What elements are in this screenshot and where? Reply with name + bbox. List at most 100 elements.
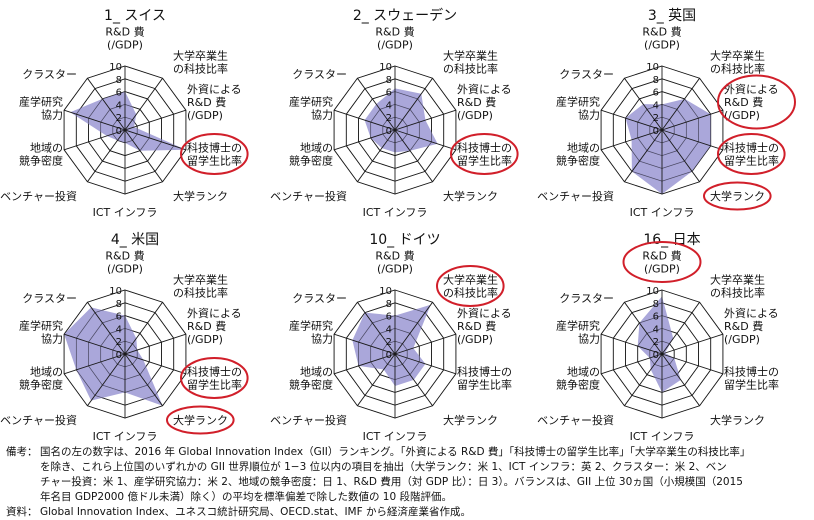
axis-spoke — [600, 129, 663, 151]
axis-spoke — [394, 129, 433, 183]
tick-label: 8 — [653, 299, 659, 310]
axis-label: 産学研究協力 — [19, 319, 63, 346]
axis-spoke — [600, 353, 663, 375]
grid-ring-overlay — [649, 116, 675, 144]
chart-title: 16_ 日本 — [643, 232, 700, 248]
axis-label: ベンチャー投資 — [0, 189, 77, 203]
axis-label: 産学研究協力 — [19, 95, 63, 122]
tick-label: 6 — [653, 312, 659, 323]
axis-spoke — [394, 353, 457, 375]
axis-label: 外資による R&D 費(/GDP) — [457, 307, 512, 346]
axis-label: 産学研究協力 — [556, 319, 600, 346]
shiryo-note: 資料： Global Innovation Index、ユネスコ統計研究局、OE… — [6, 505, 810, 520]
axis-spoke — [357, 301, 396, 355]
grid-ring-overlay — [345, 78, 445, 182]
axis-spoke — [661, 109, 724, 131]
axis-label: R&D 費(/GDP) — [375, 249, 414, 276]
axis-label: R&D 費(/GDP) — [105, 249, 144, 276]
chart-title: 4_ 米国 — [111, 232, 159, 248]
axis-label: クラスター — [292, 292, 347, 305]
axis-label: R&D 費(/GDP) — [375, 25, 414, 52]
axis-label: 大学ランク — [710, 413, 765, 427]
grid-ring-overlay — [600, 289, 724, 419]
axis-spoke — [394, 333, 457, 355]
radar-chart: 2_ スウェーデン 0 2 46 8 10 R&D 費(/GDP) 大学卒業生の科技比率外資に… — [270, 7, 519, 219]
grid-ring-overlay — [382, 340, 408, 368]
tick-label: 4 — [116, 324, 122, 335]
tick-label: 10 — [646, 286, 659, 297]
axis-spoke — [87, 353, 126, 407]
axis-label: 外資による R&D 費(/GDP) — [724, 307, 779, 346]
axis-label: ベンチャー投資 — [0, 413, 77, 427]
grid-ring-overlay — [76, 78, 174, 182]
tick-label: 10 — [109, 62, 122, 73]
axis-label: 大学卒業生の科技比率 — [443, 273, 498, 300]
axis-spoke — [600, 333, 663, 355]
grid-ring-overlay — [333, 65, 457, 195]
grid-ring-overlay — [112, 340, 138, 368]
axis-label: R&D 費(/GDP) — [642, 249, 681, 276]
axis-spoke — [124, 353, 163, 407]
tick-label: 10 — [646, 62, 659, 73]
axis-spoke — [333, 129, 396, 151]
tick-label: 10 — [109, 286, 122, 297]
grid-ring-overlay — [625, 91, 699, 169]
tick-label: 2 — [386, 337, 392, 348]
axis-spoke — [63, 333, 126, 355]
chart-title: 3_ 英国 — [648, 7, 696, 24]
tick-label: 2 — [116, 113, 122, 124]
axis-spoke — [333, 353, 396, 375]
tick-label: 0 — [653, 350, 659, 361]
tick-label: 10 — [379, 286, 392, 297]
grid-ring-overlay — [100, 104, 150, 156]
axis-spoke — [661, 353, 700, 407]
axis-spoke — [394, 353, 433, 407]
tick-label: 4 — [653, 100, 659, 111]
axis-spoke — [624, 77, 663, 131]
grid-ring-overlay — [370, 328, 420, 380]
axis-spoke — [661, 353, 724, 375]
axis-spoke — [87, 301, 126, 355]
axis-spoke — [661, 129, 700, 183]
axis-label: クラスター — [22, 292, 77, 305]
axis-spoke — [624, 129, 663, 183]
shiryo-text: Global Innovation Index、ユネスコ統計研究局、OECD.s… — [40, 506, 471, 518]
axis-spoke — [124, 129, 187, 151]
axis-label: 科技博士の留学生比率 — [457, 141, 512, 168]
axis-spoke — [624, 353, 663, 407]
tick-label: 6 — [653, 88, 659, 99]
axis-label: 大学卒業生の科技比率 — [710, 273, 765, 300]
data-series-area — [625, 98, 711, 194]
grid-ring-overlay — [88, 91, 162, 169]
axis-spoke — [333, 109, 396, 131]
axis-spoke — [661, 333, 724, 355]
highlight-ellipse — [166, 405, 235, 435]
axis-label: 産学研究協力 — [556, 95, 600, 122]
axis-label: ICT インフラ — [93, 430, 158, 443]
tick-label: 8 — [653, 75, 659, 86]
tick-label: 4 — [386, 100, 392, 111]
axis-label: ICT インフラ — [93, 206, 158, 219]
tick-label: 8 — [386, 75, 392, 86]
grid-ring-overlay — [600, 65, 724, 195]
axis-label: 産学研究協力 — [289, 319, 333, 346]
grid-ring-overlay — [612, 78, 712, 182]
axis-label: 外資による R&D 費(/GDP) — [187, 307, 242, 346]
axis-label: クラスター — [292, 68, 347, 81]
axis-label: 科技博士の留学生比率 — [457, 365, 512, 392]
axis-label: 大学卒業生の科技比率 — [710, 49, 765, 76]
axis-spoke — [661, 301, 700, 355]
axis-label: 地域の競争密度 — [19, 366, 63, 392]
biko-line: チャー投資：米 1、産学研究協力：米 2、地域の競争密度：日 1、R&D 費用（… — [40, 476, 743, 488]
axis-spoke — [124, 353, 187, 375]
biko-line: 国名の左の数字は、2016 年 Global Innovation Index（… — [40, 446, 751, 458]
axis-spoke — [63, 109, 126, 131]
tick-label: 0 — [653, 126, 659, 137]
axis-spoke — [124, 129, 163, 183]
biko-text: 国名の左の数字は、2016 年 Global Innovation Index（… — [40, 445, 810, 505]
axis-spoke — [394, 301, 433, 355]
axis-spoke — [63, 129, 126, 151]
biko-note: 備考： 国名の左の数字は、2016 年 Global Innovation In… — [6, 445, 810, 505]
